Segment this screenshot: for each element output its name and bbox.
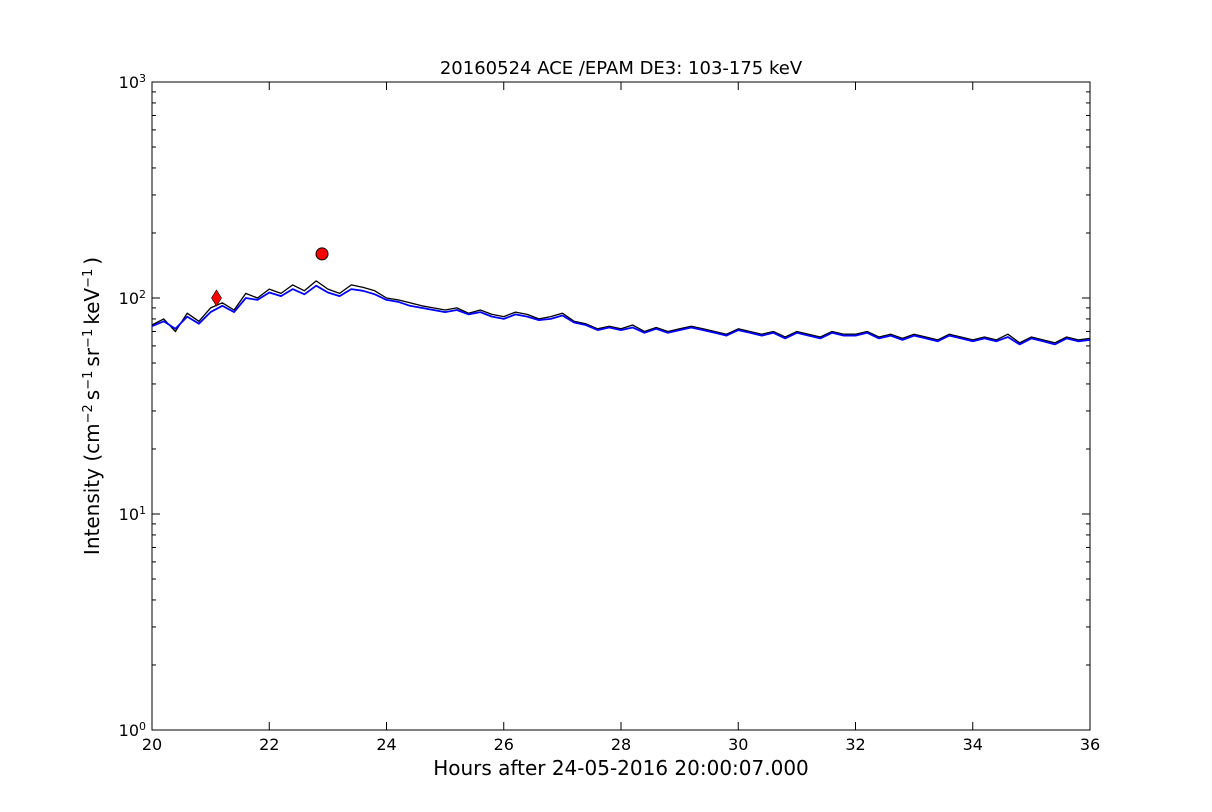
diamond-marker [211,289,222,307]
y-tick-label: 100 [119,720,146,741]
y-tick-label: 101 [119,504,146,525]
ticks [151,81,1091,731]
x-tick-label: 30 [728,735,748,754]
chart-title: 20160524 ACE /EPAM DE3: 103-175 keV [440,58,803,79]
x-tick-label: 34 [963,735,983,754]
x-tick-label: 24 [376,735,396,754]
series-line-1 [151,284,1091,346]
circle-marker [315,247,329,261]
x-tick-label: 20 [142,735,162,754]
x-tick-label: 28 [611,735,631,754]
series-line-0 [151,280,1091,344]
x-tick-label: 36 [1080,735,1100,754]
y-axis-label: Intensity (cm−2s−1sr−1keV−1) [80,257,104,555]
x-tick-label: 32 [845,735,865,754]
plot-frame [151,81,1091,731]
x-tick-label: 26 [494,735,514,754]
y-tick-label: 102 [119,288,146,309]
marker-layer [211,247,329,307]
tick-labels: 20 22 24 26 28 30 32 34 36 100 101 102 103 [119,72,1101,755]
y-tick-label: 103 [119,72,146,93]
series-layer [151,280,1091,346]
x-axis-label: Hours after 24-05-2016 20:00:07.000 [433,756,809,780]
x-tick-label: 22 [259,735,279,754]
